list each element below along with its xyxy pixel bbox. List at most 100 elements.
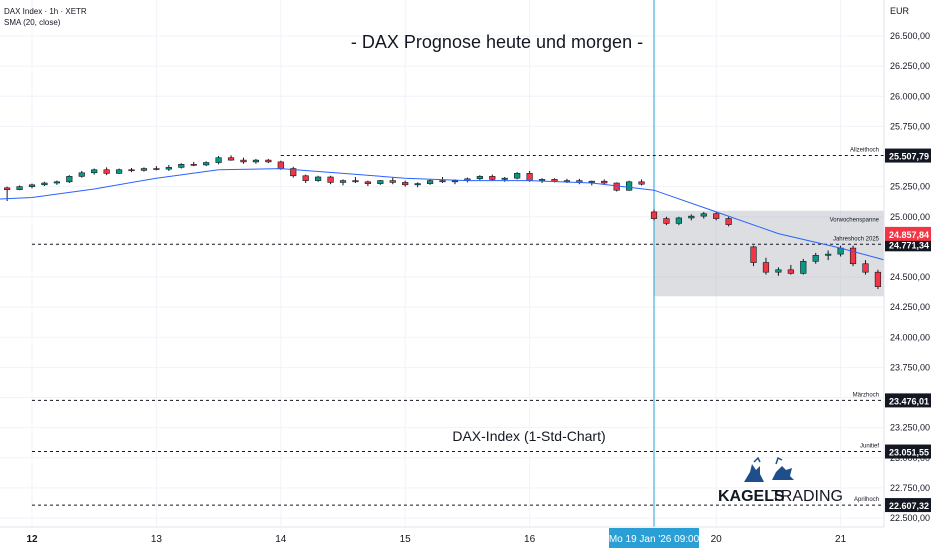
level-price-tag	[885, 444, 931, 459]
time-tick-label: 15	[400, 534, 412, 545]
candle-body	[153, 168, 160, 170]
candle-body	[601, 180, 608, 184]
candle-body	[265, 159, 272, 163]
candle-body	[762, 262, 770, 273]
plot-area[interactable]	[0, 0, 884, 527]
kagels-trading-logo: KAGELS TRADING	[718, 456, 843, 505]
level-price-value: 22.607,32	[889, 501, 929, 511]
candle-body	[252, 159, 260, 163]
candle-body	[190, 164, 197, 166]
candle-body	[103, 169, 110, 174]
candle-body	[339, 180, 347, 183]
level-price-value: 24.771,34	[889, 240, 929, 250]
level-price-value: 23.051,55	[889, 448, 929, 458]
indicator-legend: SMA (20, close)	[4, 18, 61, 27]
time-tick-label: 20	[711, 534, 723, 545]
candle-body	[53, 181, 60, 184]
candle-body	[725, 218, 732, 225]
price-tick-label: 26.000,00	[890, 91, 930, 101]
candle-body	[327, 176, 334, 183]
candle-body	[489, 176, 496, 180]
candle-body	[787, 269, 794, 274]
candle-body	[377, 180, 384, 184]
candle-body	[451, 180, 459, 183]
level-label: Märzhoch	[853, 392, 879, 398]
price-ticks: 26.500,00 26.250,00 26.000,00 25.750,00 25.2…	[890, 31, 930, 523]
candle-body	[588, 180, 595, 183]
candle-body	[688, 215, 695, 219]
candle-body	[41, 182, 48, 186]
candle-body	[849, 247, 857, 265]
candle-body	[526, 173, 533, 181]
candle-body	[538, 179, 546, 181]
candle-body	[476, 176, 483, 180]
candle-body	[800, 261, 807, 274]
candle-body	[227, 157, 235, 161]
candle-body	[389, 180, 396, 183]
chart-title: - DAX Prognose heute und morgen -	[351, 32, 643, 52]
candle-body	[178, 164, 185, 168]
time-tick-label: 16	[524, 534, 536, 545]
candle-body	[638, 181, 645, 185]
level-price-tag	[885, 148, 931, 163]
candle-body	[874, 271, 882, 287]
candle-body	[551, 179, 558, 182]
time-highlight-label: Mo 19 Jan '26 09:00	[609, 534, 700, 545]
level-price-value: 23.476,01	[889, 396, 929, 406]
time-tick-label: 21	[835, 534, 847, 545]
price-tick-label: 22.750,00	[890, 483, 930, 493]
candle-body	[663, 218, 670, 224]
sma-line	[0, 168, 932, 267]
candle-body	[66, 176, 73, 183]
price-tick-label: 24.500,00	[890, 272, 930, 282]
candle-body	[514, 173, 521, 179]
level-label: Jahreshoch 2025	[833, 236, 880, 242]
symbol-legend: DAX Index · 1h · XETR	[4, 7, 87, 16]
sma-path	[0, 168, 932, 267]
candle-body	[290, 168, 297, 177]
time-axis[interactable]	[0, 527, 884, 550]
candle-body	[613, 182, 620, 191]
candle-body	[675, 217, 682, 224]
candle-body	[414, 183, 421, 186]
candle-body	[812, 255, 819, 262]
time-highlight-tag	[609, 528, 699, 548]
level-price-tag	[885, 393, 931, 408]
price-tick-label: 22.500,00	[890, 513, 930, 523]
level-price-value: 25.507,79	[889, 152, 929, 162]
time-ticks: 121314151620212223272829Mo 19 Jan '26 09…	[26, 528, 847, 548]
candle-body	[626, 181, 633, 191]
candle-body	[713, 213, 720, 219]
price-tick-label: 25.250,00	[890, 182, 930, 192]
time-tick-label: 13	[151, 534, 163, 545]
price-tick-label: 26.500,00	[890, 31, 930, 41]
candle-body	[128, 169, 135, 172]
candle-body	[28, 184, 36, 187]
price-tick-label: 25.750,00	[890, 121, 930, 131]
last-price-value: 24.857,84	[889, 230, 929, 240]
currency-label: EUR	[890, 6, 910, 16]
level-label: Aprilhoch	[854, 497, 879, 503]
candle-body	[352, 180, 359, 183]
candle-body	[203, 162, 210, 166]
last-price-tag	[885, 226, 931, 241]
zone-label: Vorwochenspanne	[830, 218, 880, 224]
level-price-labels: 25.507,79 24.771,34 23.476,01 23.051,55 22.6…	[885, 148, 931, 513]
level-label: Allzeithoch	[850, 148, 879, 154]
time-tick-label: 14	[275, 534, 287, 545]
candle-body	[650, 211, 658, 219]
candle-body	[91, 169, 98, 174]
logo-brand-2: TRADING	[771, 488, 843, 505]
price-tick-label: 25.000,00	[890, 212, 930, 222]
candle-body	[277, 161, 284, 169]
level-label: Junitief	[860, 444, 879, 450]
candle-body	[215, 157, 222, 163]
candle-body	[750, 246, 757, 263]
price-tick-label: 23.750,00	[890, 362, 930, 372]
candle-body	[501, 177, 508, 180]
candle-body	[862, 263, 869, 273]
price-tick-label: 23.250,00	[890, 423, 930, 433]
candle-body	[700, 213, 707, 217]
candle-body	[315, 176, 322, 181]
